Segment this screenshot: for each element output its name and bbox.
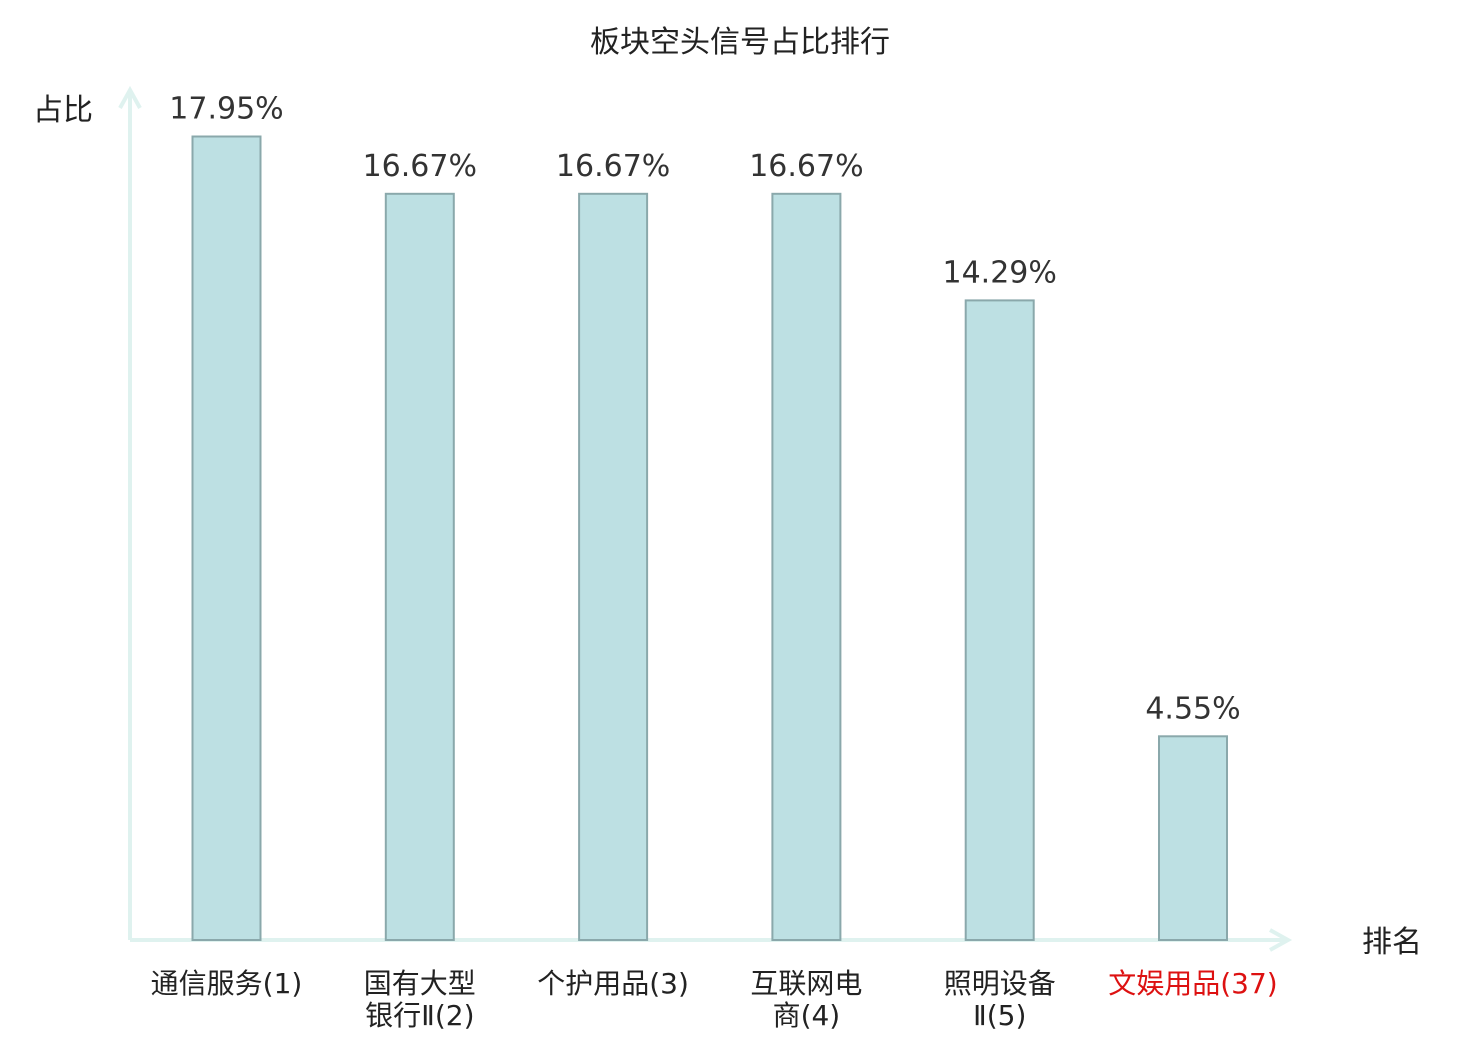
category-label-5-line-2: Ⅱ(5) [973,999,1026,1032]
value-label-4: 16.67% [749,149,863,184]
value-label-6: 4.55% [1145,691,1240,726]
value-label-2: 16.67% [363,149,477,184]
bar-5 [964,299,1035,941]
bar-4 [771,192,842,942]
category-label-6-line-1: 文娱用品(37) [1108,967,1277,1000]
value-labels-group: 17.95% 16.67% 16.67% 16.67% 14.29% 4.55% [169,92,1240,727]
y-axis-arrow [118,85,142,109]
bar-6 [1158,735,1228,941]
category-label-4-line-2: 商(4) [773,999,841,1032]
category-label-3-line-1: 个护用品(3) [537,967,689,1000]
bar-3 [578,192,649,942]
value-label-1: 17.95% [169,92,283,127]
x-axis-label: 排名 [1362,925,1422,960]
chart-title: 板块空头信号占比排行 [590,25,890,60]
bar-1 [191,135,262,941]
y-axis-label: 占比 [33,93,93,128]
x-axis-arrow [1269,928,1293,952]
category-label-4-line-1: 互联网电 [750,967,862,1000]
category-label-1-line-1: 通信服务(1) [151,967,303,1000]
category-label-5-line-1: 照明设备 [944,967,1056,1000]
bar-2 [384,192,455,942]
value-label-3: 16.67% [556,149,670,184]
value-label-5: 14.29% [943,255,1057,290]
category-label-2-line-2: 银行Ⅱ(2) [365,999,474,1032]
bars-group [191,135,1228,942]
category-label-2-line-1: 国有大型 [364,967,476,1000]
